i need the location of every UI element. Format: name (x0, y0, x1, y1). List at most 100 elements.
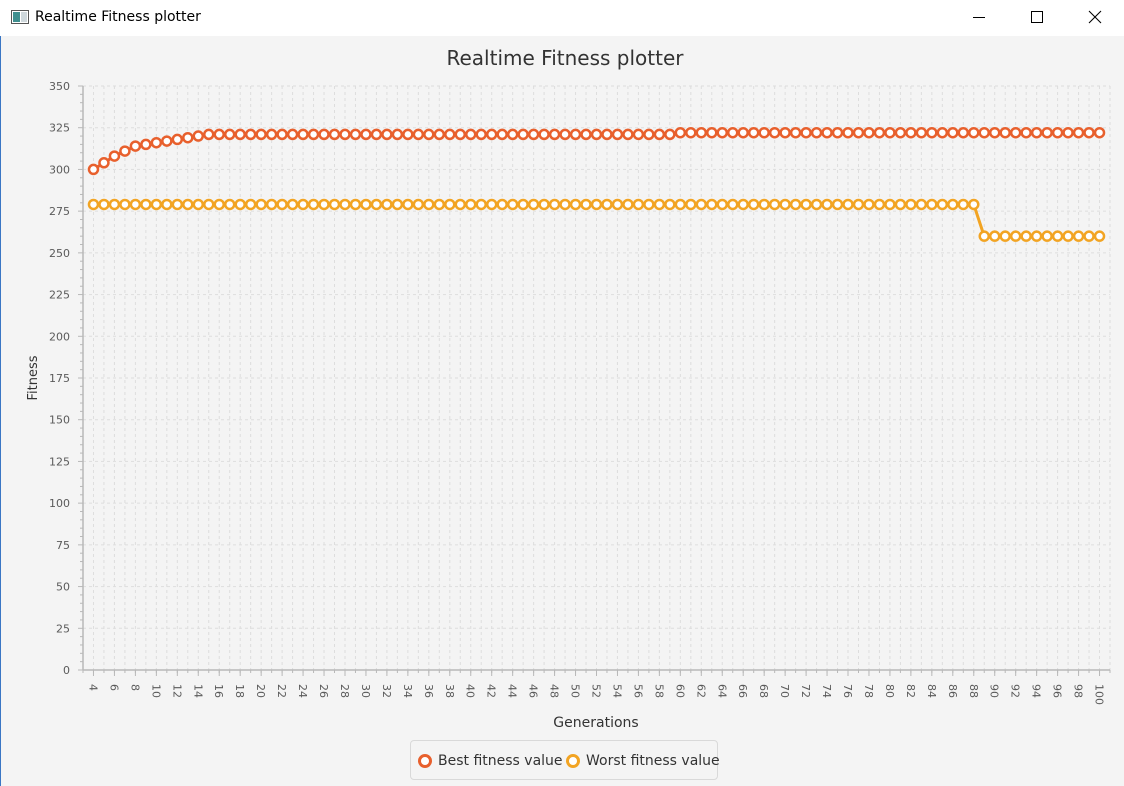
x-tick-label: 88 (967, 684, 980, 698)
data-point-1 (286, 198, 299, 211)
data-point-0 (789, 126, 802, 139)
data-point-1 (810, 198, 823, 211)
x-tick-label: 66 (736, 684, 749, 698)
data-point-0 (370, 128, 383, 141)
data-point-0 (297, 128, 309, 141)
close-button[interactable] (1066, 0, 1124, 34)
data-point-1 (726, 198, 739, 211)
data-point-1 (1030, 230, 1043, 242)
data-point-0 (1051, 126, 1064, 139)
data-point-0 (1062, 126, 1074, 139)
x-tick-label: 20 (254, 684, 267, 698)
data-point-0 (182, 131, 194, 144)
x-tick-label: 40 (464, 684, 477, 698)
data-point-1 (297, 198, 309, 211)
x-tick-label: 86 (946, 684, 959, 698)
data-point-0 (1083, 126, 1095, 139)
data-point-0 (674, 126, 687, 139)
data-point-0 (957, 126, 970, 139)
data-point-1 (1051, 230, 1064, 242)
data-point-1 (129, 198, 142, 211)
x-tick-label: 48 (548, 684, 561, 698)
data-point-0 (590, 128, 603, 141)
window-title: Realtime Fitness plotter (35, 9, 201, 25)
x-tick-label: 58 (652, 684, 665, 698)
data-point-1 (842, 198, 854, 211)
data-point-0 (988, 126, 1001, 139)
data-point-1 (674, 198, 687, 211)
maximize-button[interactable] (1008, 0, 1066, 34)
data-point-0 (716, 126, 729, 139)
data-point-1 (150, 198, 163, 211)
data-point-1 (213, 198, 225, 211)
data-point-0 (475, 128, 487, 141)
data-point-1 (349, 198, 362, 211)
data-point-0 (381, 128, 393, 141)
close-icon (1088, 10, 1102, 24)
x-tick-label: 6 (107, 684, 120, 691)
y-tick-label: 325 (49, 122, 70, 135)
data-point-1 (863, 198, 875, 211)
data-point-1 (244, 198, 257, 211)
data-point-0 (643, 128, 655, 141)
data-point-0 (1041, 126, 1053, 139)
data-point-0 (947, 126, 959, 139)
data-point-0 (286, 128, 299, 141)
y-tick-label: 250 (49, 247, 70, 260)
data-point-0 (1030, 126, 1043, 139)
y-tick-label: 25 (56, 622, 70, 635)
x-tick-label: 80 (883, 684, 896, 698)
data-point-1 (391, 198, 404, 211)
x-tick-label: 8 (128, 684, 141, 691)
data-point-0 (915, 126, 928, 139)
data-point-1 (496, 198, 508, 211)
x-tick-label: 82 (904, 684, 917, 698)
x-tick-label: 94 (1030, 684, 1043, 698)
x-tick-label: 50 (569, 684, 582, 698)
x-tick-label: 98 (1072, 684, 1085, 698)
x-tick-label: 100 (1093, 684, 1106, 705)
data-point-0 (307, 128, 320, 141)
data-point-1 (884, 198, 896, 211)
data-point-0 (1072, 126, 1085, 139)
java-app-icon (11, 10, 29, 24)
data-point-0 (87, 163, 100, 176)
data-point-0 (119, 145, 131, 157)
x-tick-label: 12 (170, 684, 183, 698)
chart-axes: 0255075100125150175200225250275300325350… (49, 80, 1111, 705)
minimize-button[interactable] (950, 0, 1008, 34)
data-point-0 (360, 128, 372, 141)
data-point-0 (863, 126, 875, 139)
data-point-1 (1020, 230, 1032, 242)
data-point-0 (1009, 126, 1022, 139)
data-point-1 (402, 198, 414, 211)
data-point-0 (632, 128, 645, 141)
data-point-1 (182, 198, 194, 211)
y-tick-label: 0 (63, 664, 70, 677)
data-point-0 (999, 126, 1011, 139)
data-point-1 (538, 198, 550, 211)
data-point-0 (454, 128, 467, 141)
data-point-1 (768, 198, 781, 211)
data-point-1 (444, 198, 456, 211)
data-point-1 (947, 198, 959, 211)
data-point-1 (276, 198, 288, 211)
data-point-0 (538, 128, 550, 141)
data-point-0 (203, 128, 215, 141)
data-point-0 (255, 128, 267, 141)
data-point-1 (632, 198, 645, 211)
legend-marker-best (418, 754, 432, 768)
data-point-0 (842, 126, 854, 139)
y-tick-label: 125 (49, 455, 70, 468)
x-tick-label: 4 (86, 684, 99, 691)
y-tick-label: 150 (49, 414, 70, 427)
data-point-0 (653, 128, 666, 141)
data-point-1 (894, 198, 907, 211)
data-point-1 (381, 198, 393, 211)
data-point-0 (1020, 126, 1032, 139)
data-point-1 (475, 198, 487, 211)
data-point-0 (1093, 126, 1106, 139)
data-point-1 (234, 198, 246, 211)
data-point-1 (161, 198, 173, 211)
x-tick-label: 74 (820, 684, 833, 698)
